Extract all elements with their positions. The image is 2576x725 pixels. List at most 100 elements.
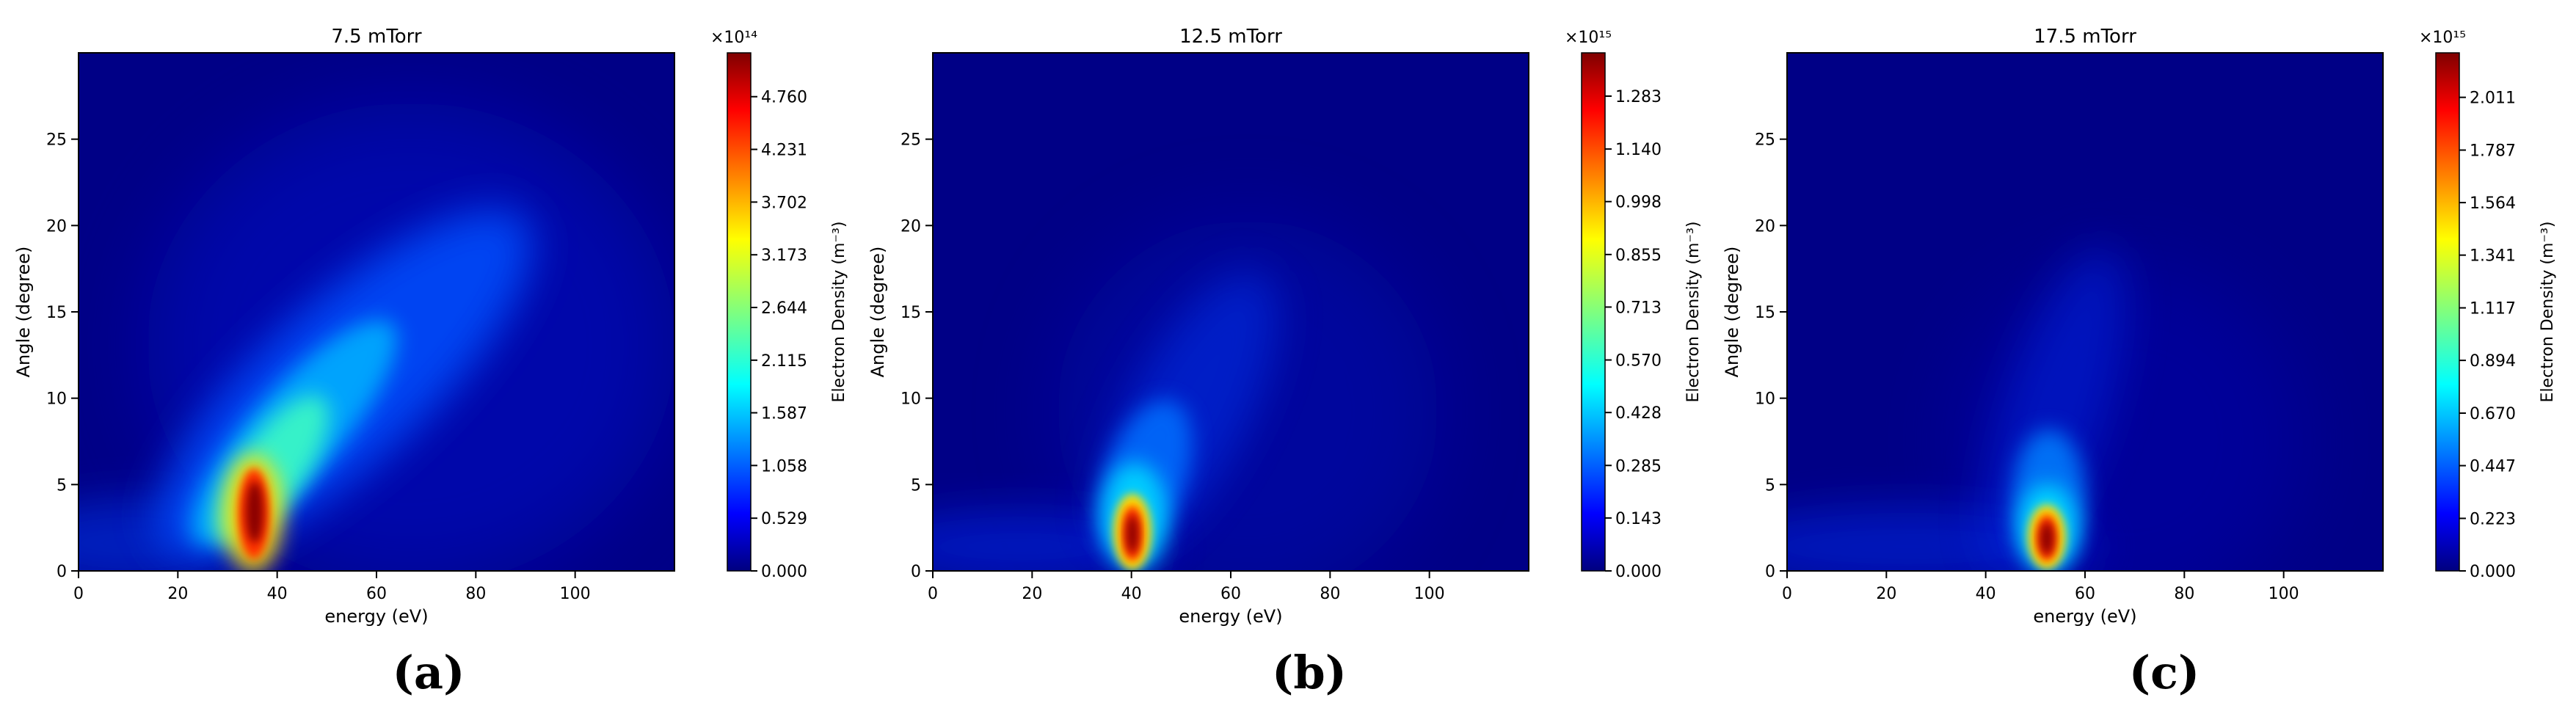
y-tick-label: 20 [900,217,921,236]
y-tick-label: 20 [1755,217,1775,236]
y-tick-label: 25 [1755,131,1775,150]
colorbar-ticks-b: 0.000 0.143 0.285 0.428 0.570 0.713 0.855 0.998… [1605,88,1662,581]
colorbar-tick-label: 2.011 [2470,90,2516,108]
y-tick-label: 5 [57,476,67,495]
y-axis-label-a: Angle (degree) [13,247,34,378]
y-tick-label: 25 [900,131,921,150]
colorbar-tick-label: 1.341 [2470,247,2516,266]
colorbar-tick-label: 0.529 [761,510,807,528]
colorbar-tick-label: 0.713 [1615,299,1662,317]
colorbar-tick-label: 0.143 [1615,510,1662,528]
y-tick-label: 15 [900,304,921,322]
colorbar-c [2435,52,2460,572]
colorbar-tick-label: 1.117 [2470,300,2516,318]
panel-b: 12.5 mTorr energy (eV) Angle (degree) 0 2… [867,26,1703,627]
x-tick-label: 40 [1976,585,1996,603]
colorbar-tick-label: 2.115 [761,352,807,371]
colorbar-ticks-c: 0.000 0.223 0.447 0.670 0.894 1.117 1.341 1.564… [2459,90,2516,581]
x-axis-label-a: energy (eV) [324,606,428,627]
colorbar-tick-label: 0.570 [1615,352,1662,371]
x-tick-label: 40 [267,585,288,603]
colorbar-tick-label: 0.998 [1615,194,1662,212]
heatmap-b [933,53,1529,571]
colorbar-tick-label: 0.447 [2470,458,2516,476]
chart-title-c: 17.5 mTorr [2034,26,2136,48]
colorbar-tick-label: 0.000 [2470,563,2516,581]
heatmap-c [1787,53,2383,571]
y-tick-label: 0 [911,563,921,581]
x-tick-label: 60 [366,585,387,603]
colorbar-tick-label: 0.223 [2470,510,2516,528]
x-tick-label: 40 [1121,585,1142,603]
y-tick-label: 10 [46,390,67,409]
colorbar-label-c: Electron Density (m⁻³) [2539,222,2557,403]
y-tick-label: 10 [900,390,921,409]
colorbar-tick-label: 0.670 [2470,405,2516,423]
x-tick-label: 80 [465,585,486,603]
y-tick-label: 0 [1765,563,1775,581]
x-tick-label: 60 [1220,585,1241,603]
x-tick-label: 0 [73,585,84,603]
colorbar-tick-label: 0.428 [1615,404,1662,423]
y-tick-label: 15 [46,304,67,322]
colorbar-tick-label: 1.564 [2470,194,2516,213]
colorbar-tick-label: 1.058 [761,457,807,476]
colorbar-tick-label: 4.760 [761,89,807,107]
x-tick-label: 20 [1876,585,1896,603]
x-ticks-b: 0 20 40 60 80 100 [928,571,1445,603]
y-tick-label: 5 [1765,476,1775,495]
x-tick-label: 100 [2268,585,2299,603]
caption-a: (a) [392,646,465,699]
chart-title-a: 7.5 mTorr [331,26,422,48]
y-tick-label: 25 [46,131,67,150]
x-tick-label: 0 [928,585,938,603]
colorbar-label-a: Electron Density (m⁻³) [830,222,848,403]
y-ticks-a: 0 5 10 15 20 25 [46,131,79,581]
colorbar-tick-label: 3.173 [761,247,807,265]
x-tick-label: 100 [1414,585,1445,603]
x-ticks-a: 0 20 40 60 80 100 [73,571,591,603]
colorbar-tick-label: 1.140 [1615,141,1662,159]
x-ticks-c: 0 20 40 60 80 100 [1782,571,2299,603]
x-tick-label: 60 [2075,585,2095,603]
colorbar-tick-label: 1.283 [1615,88,1662,106]
colorbar-tick-label: 2.644 [761,299,807,318]
y-tick-label: 5 [911,476,921,495]
colorbar-tick-label: 0.855 [1615,247,1662,265]
x-tick-label: 20 [167,585,188,603]
x-tick-label: 80 [1320,585,1340,603]
colorbar-b [1581,52,1606,572]
x-tick-label: 0 [1782,585,1792,603]
colorbar-multiplier-a: ×10¹⁴ [710,29,757,47]
colorbar-tick-label: 0.000 [1615,563,1662,581]
y-tick-label: 15 [1755,304,1775,322]
panel-a: 7.5 mTorr energy (eV) Angle (degree) 0 20… [13,26,848,627]
y-tick-label: 20 [46,217,67,236]
colorbar-label-b: Electron Density (m⁻³) [1684,222,1703,403]
y-tick-label: 0 [57,563,67,581]
x-tick-label: 100 [560,585,591,603]
colorbar-multiplier-c: ×10¹⁵ [2419,29,2466,47]
heatmap-a [79,53,674,571]
y-tick-label: 10 [1755,390,1775,409]
colorbar-tick-label: 1.787 [2470,142,2516,161]
colorbar-tick-label: 0.000 [761,563,807,581]
caption-b: (b) [1271,646,1347,699]
caption-c: (c) [2128,646,2200,699]
colorbar-tick-label: 0.285 [1615,457,1662,476]
colorbar-tick-label: 1.587 [761,405,807,423]
colorbar-ticks-a: 0.000 0.529 1.058 1.587 2.115 2.644 3.173 3.702… [751,89,807,581]
colorbar-tick-label: 4.231 [761,142,807,160]
y-axis-label-c: Angle (degree) [1722,247,1742,378]
x-axis-label-b: energy (eV) [1179,606,1282,627]
chart-title-b: 12.5 mTorr [1179,26,1282,48]
panel-c: 17.5 mTorr energy (eV) Angle (degree) 0 2… [1722,26,2557,627]
y-axis-label-b: Angle (degree) [867,247,888,378]
colorbar-tick-label: 0.894 [2470,352,2516,371]
colorbar-multiplier-b: ×10¹⁵ [1565,29,1612,47]
x-tick-label: 20 [1022,585,1042,603]
x-tick-label: 80 [2174,585,2194,603]
y-ticks-b: 0 5 10 15 20 25 [900,131,933,581]
x-axis-label-c: energy (eV) [2033,606,2136,627]
